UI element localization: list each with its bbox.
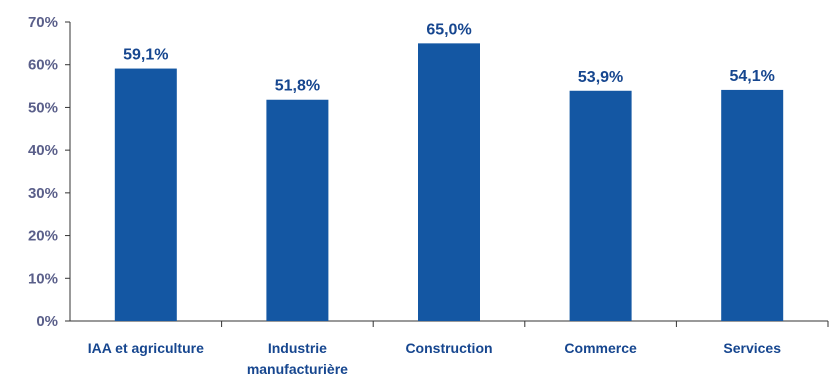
x-tick-label-line: IAA et agriculture — [88, 340, 204, 356]
data-label: 54,1% — [730, 68, 775, 85]
y-tick-label: 30% — [28, 185, 58, 202]
y-tick-label: 10% — [28, 270, 58, 287]
bar — [114, 68, 177, 322]
bar — [569, 90, 632, 322]
bar — [266, 99, 329, 322]
y-tick-label: 60% — [28, 57, 58, 74]
x-tick-label-line: Services — [723, 340, 781, 356]
bar — [418, 43, 480, 321]
x-tick-label: Industrie manufacturière — [247, 340, 348, 377]
data-label: 59,1% — [123, 47, 168, 64]
y-tick-label: 50% — [28, 99, 58, 116]
y-tick-label: 0% — [36, 313, 58, 330]
y-tick-label: 20% — [28, 228, 58, 245]
y-tick-label: 70% — [28, 14, 58, 31]
x-tick-label: Commerce — [564, 340, 637, 356]
x-tick-label-line: Industrie — [268, 340, 327, 356]
data-label: 53,9% — [578, 69, 623, 86]
x-tick-label: Construction — [405, 340, 492, 356]
x-tick-label-line: Construction — [405, 340, 492, 356]
x-tick-label: Services — [723, 340, 781, 356]
data-label: 51,8% — [275, 78, 320, 95]
x-tick-label-line: Commerce — [564, 340, 637, 356]
x-tick-label: IAA et agriculture — [88, 340, 204, 356]
bar — [721, 89, 784, 321]
x-tick-label-line: manufacturière — [247, 361, 348, 377]
data-label: 65,0% — [426, 21, 471, 38]
y-tick-label: 40% — [28, 142, 58, 159]
